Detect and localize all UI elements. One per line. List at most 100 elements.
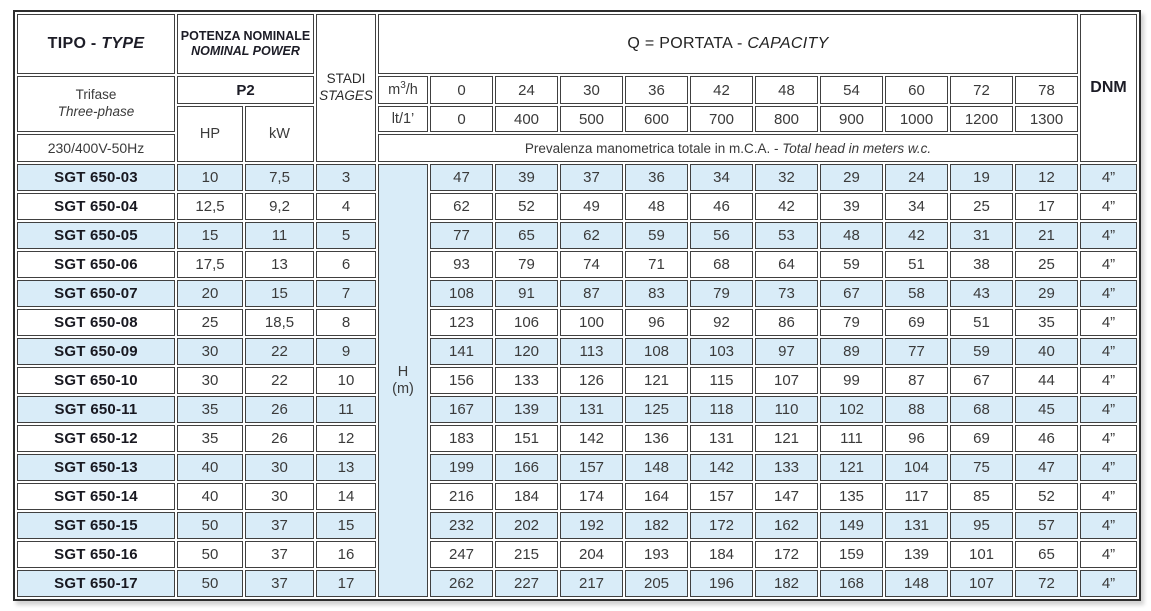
p2-header: P2 bbox=[177, 76, 314, 104]
kw-cell: 13 bbox=[245, 251, 314, 278]
head-value-cell: 96 bbox=[885, 425, 948, 452]
table-row: SGT 650-07 20 15 7 108 91 87 83 79 73 67 58 43 29 4” bbox=[17, 280, 1137, 307]
stages-cell: 8 bbox=[316, 309, 376, 336]
kw-header: kW bbox=[245, 106, 314, 162]
dnm-cell: 4” bbox=[1080, 193, 1137, 220]
table-row: SGT 650-04 12,5 9,2 4 62 52 49 48 46 42 39 34 25 17 4” bbox=[17, 193, 1137, 220]
model-cell: SGT 650-13 bbox=[17, 454, 175, 481]
model-cell: SGT 650-12 bbox=[17, 425, 175, 452]
header-row-3: HP kW lt/1’ 0 400 500 600 700 800 900 10… bbox=[17, 106, 1137, 162]
m3h-value-cell: 72 bbox=[950, 76, 1013, 104]
head-value-cell: 108 bbox=[430, 280, 493, 307]
head-value-cell: 107 bbox=[950, 570, 1013, 597]
head-value-cell: 97 bbox=[755, 338, 818, 365]
head-value-cell: 142 bbox=[560, 425, 623, 452]
type-header-normal: TIPO - bbox=[47, 35, 97, 52]
head-value-cell: 96 bbox=[625, 309, 688, 336]
stages-cell: 16 bbox=[316, 541, 376, 568]
dnm-header: DNM bbox=[1080, 14, 1137, 162]
lt-unit-label: lt/1’ bbox=[378, 106, 428, 132]
head-value-cell: 123 bbox=[430, 309, 493, 336]
head-value-cell: 25 bbox=[950, 193, 1013, 220]
head-value-cell: 196 bbox=[690, 570, 753, 597]
stages-cell: 7 bbox=[316, 280, 376, 307]
hp-cell: 35 bbox=[177, 396, 243, 423]
header-row-1: TIPO - TYPE POTENZA NOMINALE NOMINAL POW… bbox=[17, 14, 1137, 162]
lt-value-cell: 500 bbox=[560, 106, 623, 132]
head-value-cell: 32 bbox=[755, 164, 818, 191]
head-value-cell: 133 bbox=[755, 454, 818, 481]
head-value-cell: 133 bbox=[495, 367, 558, 394]
head-value-cell: 51 bbox=[885, 251, 948, 278]
head-value-cell: 49 bbox=[560, 193, 623, 220]
head-value-cell: 157 bbox=[560, 454, 623, 481]
head-value-cell: 59 bbox=[950, 338, 1013, 365]
table-row: SGT 650-08 25 18,5 8 123 106 100 96 92 86 79 69 51 35… bbox=[17, 309, 1137, 336]
lt-value-cell: 900 bbox=[820, 106, 883, 132]
type-header-italic: TYPE bbox=[101, 35, 145, 52]
model-cell: SGT 650-14 bbox=[17, 483, 175, 510]
head-value-cell: 79 bbox=[820, 309, 883, 336]
phase-header-en: Three-phase bbox=[57, 104, 135, 119]
kw-cell: 37 bbox=[245, 512, 314, 539]
header-row-4: 230/400V-50Hz Prevalenza manometrica tot… bbox=[17, 134, 1137, 162]
head-value-cell: 166 bbox=[495, 454, 558, 481]
lt-value-cell: 1300 bbox=[1015, 106, 1078, 132]
kw-cell: 22 bbox=[245, 367, 314, 394]
model-cell: SGT 650-17 bbox=[17, 570, 175, 597]
lt-value-cell: 1200 bbox=[950, 106, 1013, 132]
type-header: TIPO - TYPE bbox=[17, 14, 175, 74]
m3h-value-cell: 54 bbox=[820, 76, 883, 104]
head-value-cell: 37 bbox=[560, 164, 623, 191]
head-value-cell: 25 bbox=[1015, 251, 1078, 278]
head-value-cell: 48 bbox=[820, 222, 883, 249]
head-value-cell: 167 bbox=[430, 396, 493, 423]
head-value-cell: 79 bbox=[495, 251, 558, 278]
head-value-cell: 106 bbox=[495, 309, 558, 336]
stages-cell: 3 bbox=[316, 164, 376, 191]
head-value-cell: 110 bbox=[755, 396, 818, 423]
head-value-cell: 139 bbox=[885, 541, 948, 568]
table-row: SGT 650-14 40 30 14 216 184 174 164 157 147 135 117… bbox=[17, 483, 1137, 510]
head-value-cell: 45 bbox=[1015, 396, 1078, 423]
hp-cell: 50 bbox=[177, 570, 243, 597]
head-value-cell: 42 bbox=[885, 222, 948, 249]
head-value-cell: 67 bbox=[950, 367, 1013, 394]
head-value-cell: 68 bbox=[690, 251, 753, 278]
head-value-cell: 100 bbox=[560, 309, 623, 336]
table-row: SGT 650-03 10 7,5 3 H (m) 47 39 37 36 34 32 29 24 19 12… bbox=[17, 164, 1137, 597]
head-value-cell: 147 bbox=[755, 483, 818, 510]
head-value-cell: 52 bbox=[495, 193, 558, 220]
head-value-cell: 47 bbox=[430, 164, 493, 191]
table-row: SGT 650-09 30 22 9 141 120 113 108 103 97 89 77 59 40… bbox=[17, 338, 1137, 365]
head-value-cell: 135 bbox=[820, 483, 883, 510]
header-row-2: Trifase Three-phase P2 m3/h 0 24 30 36 4… bbox=[17, 76, 1137, 132]
head-value-cell: 126 bbox=[560, 367, 623, 394]
head-value-cell: 131 bbox=[690, 425, 753, 452]
head-value-cell: 69 bbox=[950, 425, 1013, 452]
dnm-cell: 4” bbox=[1080, 367, 1137, 394]
head-note: Prevalenza manometrica totale in m.C.A. … bbox=[378, 134, 1078, 162]
head-value-cell: 62 bbox=[560, 222, 623, 249]
head-value-cell: 121 bbox=[755, 425, 818, 452]
head-value-cell: 107 bbox=[755, 367, 818, 394]
dnm-cell: 4” bbox=[1080, 164, 1137, 191]
model-cell: SGT 650-04 bbox=[17, 193, 175, 220]
lt-value-cell: 800 bbox=[755, 106, 818, 132]
head-value-cell: 157 bbox=[690, 483, 753, 510]
head-value-cell: 72 bbox=[1015, 570, 1078, 597]
m3h-value-cell: 0 bbox=[430, 76, 493, 104]
head-value-cell: 56 bbox=[690, 222, 753, 249]
kw-cell: 30 bbox=[245, 454, 314, 481]
head-value-cell: 43 bbox=[950, 280, 1013, 307]
head-value-cell: 71 bbox=[625, 251, 688, 278]
head-value-cell: 125 bbox=[625, 396, 688, 423]
pump-capacity-table: TIPO - TYPE POTENZA NOMINALE NOMINAL POW… bbox=[13, 10, 1141, 601]
head-value-cell: 91 bbox=[495, 280, 558, 307]
head-value-cell: 111 bbox=[820, 425, 883, 452]
head-value-cell: 182 bbox=[755, 570, 818, 597]
head-note-en: Total head in meters w.c. bbox=[782, 140, 932, 156]
head-value-cell: 262 bbox=[430, 570, 493, 597]
dnm-cell: 4” bbox=[1080, 280, 1137, 307]
capacity-header-it: Q = PORTATA - bbox=[627, 35, 743, 52]
